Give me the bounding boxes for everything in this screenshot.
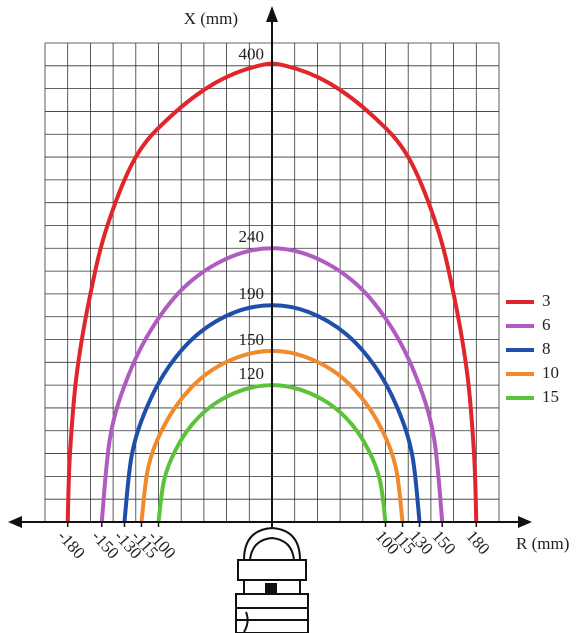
legend: 3 6 8 10 15 <box>506 291 559 406</box>
x-axis-arrow <box>518 516 532 528</box>
x-tick-label: -180 <box>54 527 89 563</box>
legend-label: 15 <box>542 387 559 406</box>
x-tick-label: 150 <box>428 527 459 559</box>
x-axis-label: R (mm) <box>516 534 569 553</box>
peak-label: 240 <box>239 227 265 246</box>
legend-label: 3 <box>542 291 551 310</box>
x-tick-label: 180 <box>462 527 493 559</box>
peak-label: 400 <box>239 45 265 64</box>
legend-label: 10 <box>542 363 559 382</box>
peak-label: 190 <box>239 284 265 303</box>
peak-label: 120 <box>239 364 265 383</box>
robot-sketch <box>235 526 309 633</box>
x-axis-arrow <box>8 516 22 528</box>
legend-label: 8 <box>542 339 551 358</box>
peak-label: 150 <box>239 330 265 349</box>
y-axis-arrow <box>266 6 278 22</box>
legend-label: 6 <box>542 315 551 334</box>
y-axis-label: X (mm) <box>184 9 238 28</box>
